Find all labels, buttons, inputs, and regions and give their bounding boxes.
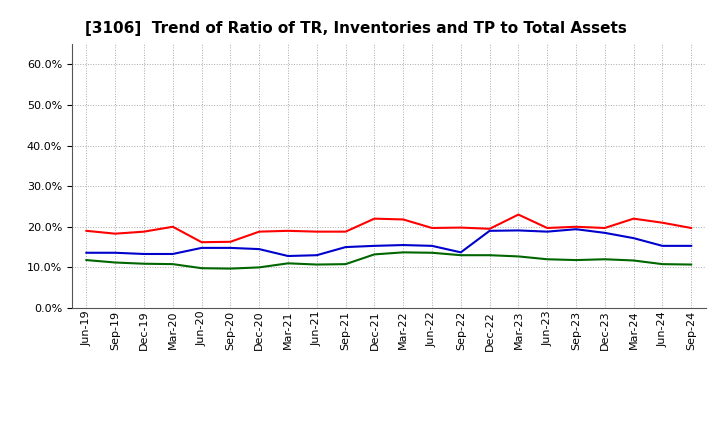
Trade Payables xyxy=(140,261,148,266)
Inventories xyxy=(255,246,264,252)
Inventories xyxy=(82,250,91,255)
Trade Payables xyxy=(428,250,436,255)
Inventories xyxy=(658,243,667,249)
Inventories xyxy=(197,245,206,250)
Trade Receivables xyxy=(456,225,465,230)
Trade Payables xyxy=(572,257,580,263)
Trade Receivables xyxy=(255,229,264,234)
Trade Payables xyxy=(226,266,235,271)
Trade Payables xyxy=(111,260,120,265)
Trade Payables xyxy=(600,257,609,262)
Trade Receivables xyxy=(284,228,292,234)
Trade Receivables xyxy=(111,231,120,236)
Trade Receivables xyxy=(82,228,91,234)
Trade Payables xyxy=(456,253,465,258)
Trade Receivables xyxy=(370,216,379,221)
Inventories xyxy=(428,243,436,249)
Inventories xyxy=(312,253,321,258)
Trade Payables xyxy=(197,266,206,271)
Trade Receivables xyxy=(428,225,436,231)
Trade Receivables xyxy=(341,229,350,234)
Trade Payables xyxy=(82,257,91,263)
Trade Payables xyxy=(629,258,638,263)
Inventories xyxy=(168,251,177,257)
Trade Receivables xyxy=(140,229,148,234)
Inventories xyxy=(687,243,696,249)
Inventories xyxy=(399,242,408,248)
Trade Payables xyxy=(485,253,494,258)
Trade Payables xyxy=(312,262,321,267)
Text: [3106]  Trend of Ratio of TR, Inventories and TP to Total Assets: [3106] Trend of Ratio of TR, Inventories… xyxy=(85,21,626,36)
Trade Payables xyxy=(399,250,408,255)
Inventories xyxy=(341,245,350,250)
Trade Payables xyxy=(255,265,264,270)
Trade Receivables xyxy=(485,226,494,231)
Trade Payables xyxy=(284,260,292,266)
Inventories xyxy=(456,250,465,255)
Inventories xyxy=(485,228,494,234)
Trade Payables xyxy=(370,252,379,257)
Line: Inventories: Inventories xyxy=(86,229,691,256)
Trade Payables xyxy=(514,254,523,259)
Trade Receivables xyxy=(226,239,235,245)
Trade Receivables xyxy=(514,212,523,217)
Trade Payables xyxy=(341,261,350,267)
Inventories xyxy=(600,230,609,235)
Trade Receivables xyxy=(197,239,206,245)
Trade Receivables xyxy=(312,229,321,234)
Trade Receivables xyxy=(543,225,552,231)
Inventories xyxy=(370,243,379,249)
Trade Receivables xyxy=(658,220,667,225)
Inventories xyxy=(140,251,148,257)
Trade Payables xyxy=(658,261,667,267)
Trade Receivables xyxy=(572,224,580,229)
Trade Receivables xyxy=(600,225,609,231)
Line: Trade Receivables: Trade Receivables xyxy=(86,215,691,242)
Trade Receivables xyxy=(168,224,177,229)
Inventories xyxy=(572,227,580,232)
Trade Payables xyxy=(543,257,552,262)
Inventories xyxy=(284,253,292,259)
Inventories xyxy=(629,235,638,241)
Line: Trade Payables: Trade Payables xyxy=(86,253,691,268)
Inventories xyxy=(226,245,235,250)
Inventories xyxy=(111,250,120,255)
Trade Receivables xyxy=(399,217,408,222)
Inventories xyxy=(543,229,552,234)
Trade Receivables xyxy=(687,225,696,231)
Trade Receivables xyxy=(629,216,638,221)
Trade Payables xyxy=(687,262,696,267)
Inventories xyxy=(514,228,523,233)
Trade Payables xyxy=(168,261,177,267)
